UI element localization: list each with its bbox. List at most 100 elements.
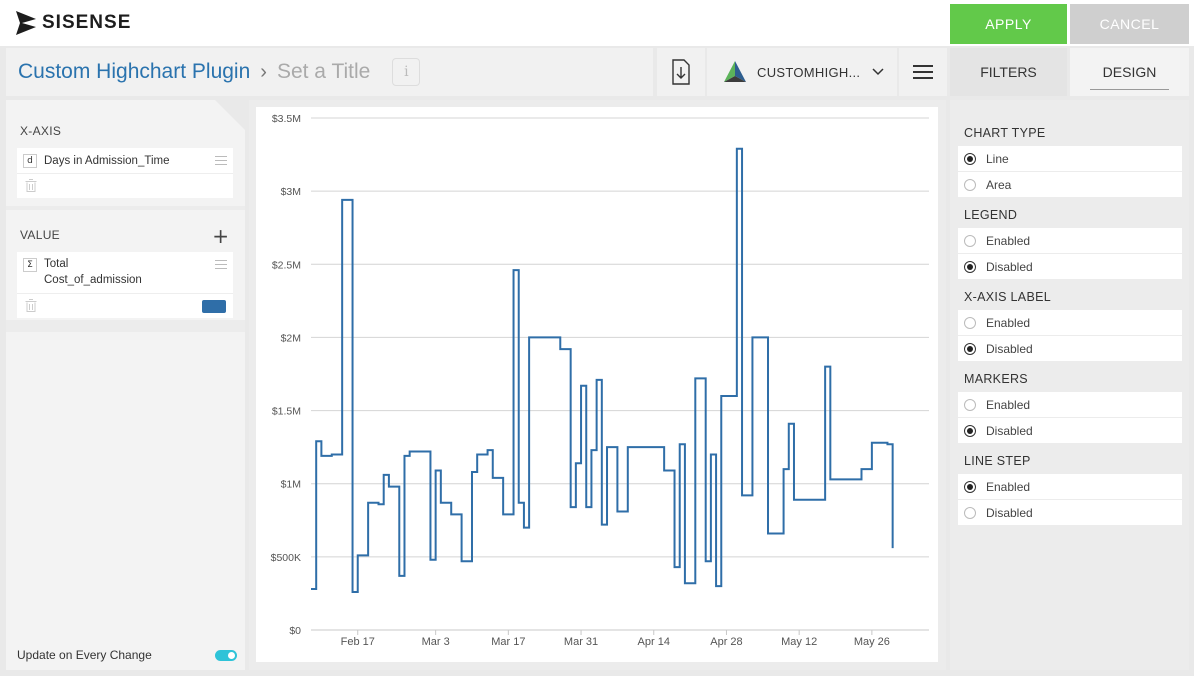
series-line[interactable]: [311, 147, 894, 593]
widget-title-input[interactable]: Set a Title: [276, 60, 371, 83]
line-chart[interactable]: $0 $500K $1M $1.5M $2M $2.5M $3M $3.5M Feb 17 Mar…: [256, 107, 938, 662]
plugin-name: CUSTOMHIGH...: [757, 64, 861, 80]
y-tick-label: $1.5M: [272, 406, 301, 418]
trash-icon[interactable]: [25, 299, 37, 312]
section-heading-x-axis-label: X-AXIS LABEL: [964, 290, 1051, 304]
radio-option[interactable]: Disabled: [958, 418, 1182, 443]
x-tick-label: May 26: [854, 636, 890, 648]
x-tick-label: Feb 17: [341, 636, 375, 648]
radio-option[interactable]: Area: [958, 172, 1182, 197]
chart-area: $0 $500K $1M $1.5M $2M $2.5M $3M $3.5M Feb 17 Mar…: [249, 100, 946, 670]
radio-checked-icon[interactable]: [964, 480, 976, 493]
field-type-badge: d: [23, 154, 37, 168]
xaxis-field[interactable]: d Days in Admission_Time: [17, 148, 233, 198]
download-button[interactable]: [657, 48, 705, 96]
tab-design[interactable]: DESIGN: [1070, 48, 1189, 96]
toggle-knob: [228, 652, 235, 659]
radio-option-label: Enabled: [986, 315, 1031, 330]
chevron-down-icon: [872, 68, 884, 76]
breadcrumb: Custom Highchart Plugin › Set a Title i: [6, 48, 653, 96]
value-panel: VALUE + Σ Total Cost_of_admission: [6, 210, 245, 320]
x-tick-label: Apr 28: [710, 636, 742, 648]
radio-checked-icon[interactable]: [964, 342, 976, 355]
field-divider: [17, 173, 233, 174]
x-tick-label: Mar 17: [491, 636, 525, 648]
field-name: Days in Admission_Time: [44, 155, 170, 167]
dashboard-title-link[interactable]: Custom Highchart Plugin: [18, 60, 251, 83]
section-heading-legend: LEGEND: [964, 208, 1018, 222]
radio-option[interactable]: Disabled: [958, 500, 1182, 525]
radio-option-label: Enabled: [986, 233, 1031, 248]
radio-checked-icon[interactable]: [964, 424, 976, 437]
apply-button[interactable]: APPLY: [950, 4, 1067, 44]
design-panel: CHART TYPE Line Area LEGEND Enabled Disabled X…: [950, 100, 1189, 670]
info-icon[interactable]: i: [392, 58, 421, 86]
sisense-logo-icon: [16, 11, 36, 35]
data-panel: X-AXIS d Days in Admission_Time VALUE + …: [6, 100, 245, 670]
add-value-button[interactable]: +: [212, 224, 229, 248]
section-heading-markers: MARKERS: [964, 372, 1028, 386]
radio-option[interactable]: Line: [958, 146, 1182, 171]
xaxis-heading: X-AXIS: [20, 124, 62, 138]
radio-option-label: Disabled: [986, 423, 1033, 438]
y-tick-label: $3M: [281, 186, 301, 198]
radio-option[interactable]: Disabled: [958, 336, 1182, 361]
y-tick-label: $500K: [271, 552, 301, 564]
y-tick-label: $2.5M: [272, 259, 301, 271]
sisense-logo: SISENSE: [14, 8, 131, 38]
tab-design-label: DESIGN: [1102, 64, 1157, 80]
radio-unchecked-icon[interactable]: [964, 398, 976, 411]
y-tick-label: $2M: [281, 332, 301, 344]
update-on-change-toggle[interactable]: [215, 650, 237, 661]
xaxis-panel: X-AXIS d Days in Admission_Time: [6, 100, 245, 206]
section-heading-line-step: LINE STEP: [964, 454, 1031, 468]
radio-option-label: Disabled: [986, 505, 1033, 520]
radio-checked-icon[interactable]: [964, 152, 976, 165]
update-on-change-row: Update on Every Change: [17, 648, 237, 664]
field-name-line1: Total: [44, 258, 69, 270]
top-bar: SISENSE APPLY CANCEL: [0, 0, 1194, 46]
radio-option[interactable]: Enabled: [958, 392, 1182, 417]
radio-unchecked-icon[interactable]: [964, 506, 976, 519]
radio-unchecked-icon[interactable]: [964, 316, 976, 329]
field-divider: [17, 293, 233, 294]
download-icon: [672, 59, 690, 85]
section-heading-chart-type: CHART TYPE: [964, 126, 1046, 140]
x-tick-label: Mar 3: [422, 636, 450, 648]
radio-option[interactable]: Enabled: [958, 310, 1182, 335]
x-tick-label: May 12: [781, 636, 817, 648]
radio-option[interactable]: Enabled: [958, 474, 1182, 499]
y-tick-label: $0: [289, 625, 301, 637]
field-type-badge: Σ: [23, 258, 37, 272]
drag-handle-icon[interactable]: [215, 260, 227, 269]
radio-option-label: Enabled: [986, 479, 1031, 494]
update-on-change-label: Update on Every Change: [17, 648, 152, 662]
y-tick-label: $3.5M: [272, 113, 301, 125]
drag-handle-icon[interactable]: [215, 156, 227, 165]
value-heading: VALUE: [20, 228, 60, 242]
cancel-button[interactable]: CANCEL: [1070, 4, 1189, 44]
value-field[interactable]: Σ Total Cost_of_admission: [17, 252, 233, 318]
radio-unchecked-icon[interactable]: [964, 178, 976, 191]
panel-corner-fold: [215, 100, 245, 130]
logo-text: SISENSE: [42, 12, 132, 33]
trash-icon[interactable]: [25, 179, 37, 192]
plugin-logo-icon: [724, 61, 746, 82]
radio-option-label: Area: [986, 177, 1012, 192]
radio-unchecked-icon[interactable]: [964, 234, 976, 247]
radio-option-label: Enabled: [986, 397, 1031, 412]
x-tick-label: Apr 14: [638, 636, 670, 648]
radio-option[interactable]: Enabled: [958, 228, 1182, 253]
breadcrumb-chevron-icon: ›: [260, 60, 267, 83]
series-color-swatch[interactable]: [202, 300, 226, 313]
menu-button[interactable]: [899, 48, 947, 96]
hamburger-menu-icon: [913, 65, 933, 79]
radio-option-label: Disabled: [986, 341, 1033, 356]
radio-checked-icon[interactable]: [964, 260, 976, 273]
field-name-line2: Cost_of_admission: [44, 274, 142, 286]
radio-option[interactable]: Disabled: [958, 254, 1182, 279]
left-panel-empty: [6, 332, 245, 670]
tab-filters[interactable]: FILTERS: [950, 48, 1067, 96]
widget-type-selector[interactable]: CUSTOMHIGH...: [707, 48, 897, 96]
chart-card: $0 $500K $1M $1.5M $2M $2.5M $3M $3.5M Feb 17 Mar…: [256, 107, 938, 662]
